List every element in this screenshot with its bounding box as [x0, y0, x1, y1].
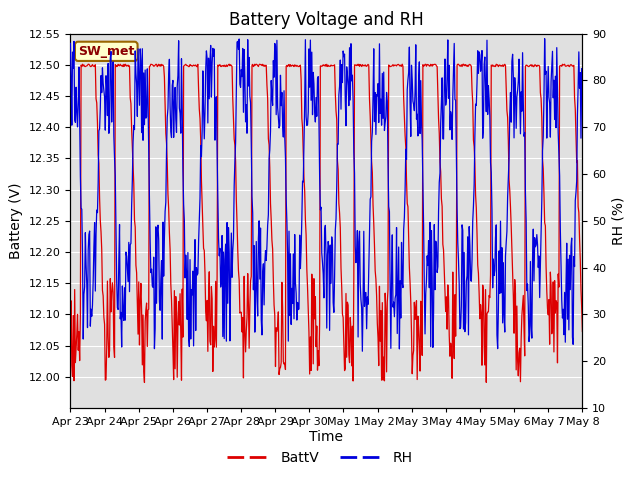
Y-axis label: RH (%): RH (%): [612, 197, 626, 245]
Title: Battery Voltage and RH: Battery Voltage and RH: [229, 11, 424, 29]
Y-axis label: Battery (V): Battery (V): [9, 182, 23, 259]
X-axis label: Time: Time: [309, 430, 344, 444]
Legend: BattV, RH: BattV, RH: [222, 445, 418, 471]
Text: SW_met: SW_met: [78, 45, 134, 58]
